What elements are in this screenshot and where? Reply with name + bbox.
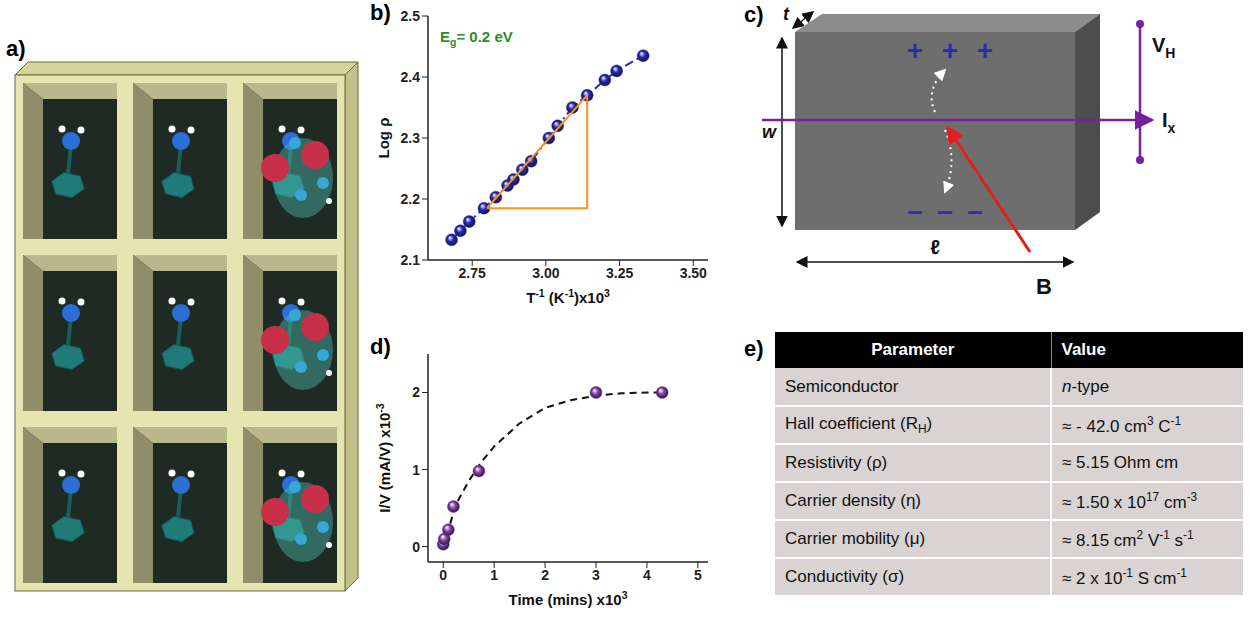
html-text:Value: Value — [1061, 340, 1106, 359]
html-text:Parameter: Parameter — [871, 340, 955, 359]
svg-text:2.5: 2.5 — [401, 8, 421, 24]
svg-text:2.1: 2.1 — [401, 252, 421, 268]
html-text:d): d) — [370, 334, 391, 359]
svg-text:2: 2 — [541, 567, 549, 583]
html-text:≈ 5.15 Ohm cm: ≈ 5.15 Ohm cm — [1062, 453, 1179, 472]
svg-text:2.2: 2.2 — [401, 191, 421, 207]
html-text:Carrier density (η): Carrier density (η) — [785, 491, 921, 510]
svg-text:4: 4 — [643, 567, 651, 583]
svg-text:2.75: 2.75 — [459, 265, 486, 281]
html-text:3: 3 — [621, 588, 628, 601]
svg-text:–: – — [937, 195, 953, 226]
html-text:Eg= 0.2 eV: Eg= 0.2 eV — [440, 28, 513, 48]
html-text:≈ 8.15 cm2V-1s-1: ≈ 8.15 cm2V-1s-1 — [1062, 527, 1194, 550]
svg-text:3.25: 3.25 — [606, 265, 633, 281]
svg-text:t: t — [783, 4, 790, 24]
svg-text:VH: VH — [1152, 34, 1175, 61]
svg-text:0: 0 — [439, 567, 447, 583]
html-text:-3: -3 — [373, 403, 386, 413]
html-text:a): a) — [6, 36, 26, 61]
svg-text:3: 3 — [592, 567, 600, 583]
html-text:Semiconductor: Semiconductor — [785, 376, 899, 396]
svg-text:+: + — [977, 35, 993, 66]
svg-text:Ix: Ix — [1162, 109, 1176, 136]
html-text:I/V (mA/V) x10: I/V (mA/V) x10 — [375, 412, 393, 513]
html-text:17cm-3: 17cm-3 — [1146, 489, 1198, 512]
svg-text:5: 5 — [694, 567, 702, 583]
html-text:Hall coefficient (RH): Hall coefficient (RH) — [785, 413, 933, 437]
html-text:T-1(K-1)x10: T-1(K-1)x10 — [526, 286, 604, 306]
html-text:Log ρ: Log ρ — [374, 117, 392, 159]
html-text:Time (mins) x10: Time (mins) x10 — [508, 590, 622, 608]
html-text:e): e) — [744, 336, 764, 361]
svg-text:+: + — [907, 35, 923, 66]
html-text:Resistivity (ρ): Resistivity (ρ) — [785, 453, 888, 472]
svg-text:2.4: 2.4 — [401, 69, 421, 85]
svg-text:–: – — [907, 195, 923, 226]
html-text:3: 3 — [604, 286, 610, 299]
html-text:Conductivity (σ): Conductivity (σ) — [785, 567, 905, 586]
svg-text:1: 1 — [412, 462, 420, 478]
svg-text:ℓ: ℓ — [930, 236, 940, 258]
svg-text:1: 1 — [490, 567, 498, 583]
svg-text:3.00: 3.00 — [532, 265, 559, 281]
svg-text:2.3: 2.3 — [401, 130, 421, 146]
svg-text:0: 0 — [412, 539, 420, 555]
svg-text:B: B — [1036, 274, 1052, 299]
svg-text:+: + — [942, 35, 958, 66]
html-text:≈ 1.50 x 10: ≈ 1.50 x 10 — [1062, 492, 1146, 512]
svg-text:3.50: 3.50 — [680, 265, 707, 281]
html-text:n -type: n -type — [1062, 376, 1110, 396]
html-text:c): c) — [744, 2, 764, 27]
html-text:b): b) — [370, 0, 391, 25]
svg-text:w: w — [762, 122, 777, 142]
svg-text:–: – — [967, 195, 983, 226]
html-text:≈ - 42.0 cm3C-1: ≈ - 42.0 cm3C-1 — [1062, 413, 1182, 436]
html-text:Carrier mobility (μ): Carrier mobility (μ) — [785, 529, 926, 548]
svg-text:2: 2 — [412, 384, 420, 400]
html-text:≈ 2 x 10-1S cm-1: ≈ 2 x 10-1S cm-1 — [1062, 565, 1187, 588]
